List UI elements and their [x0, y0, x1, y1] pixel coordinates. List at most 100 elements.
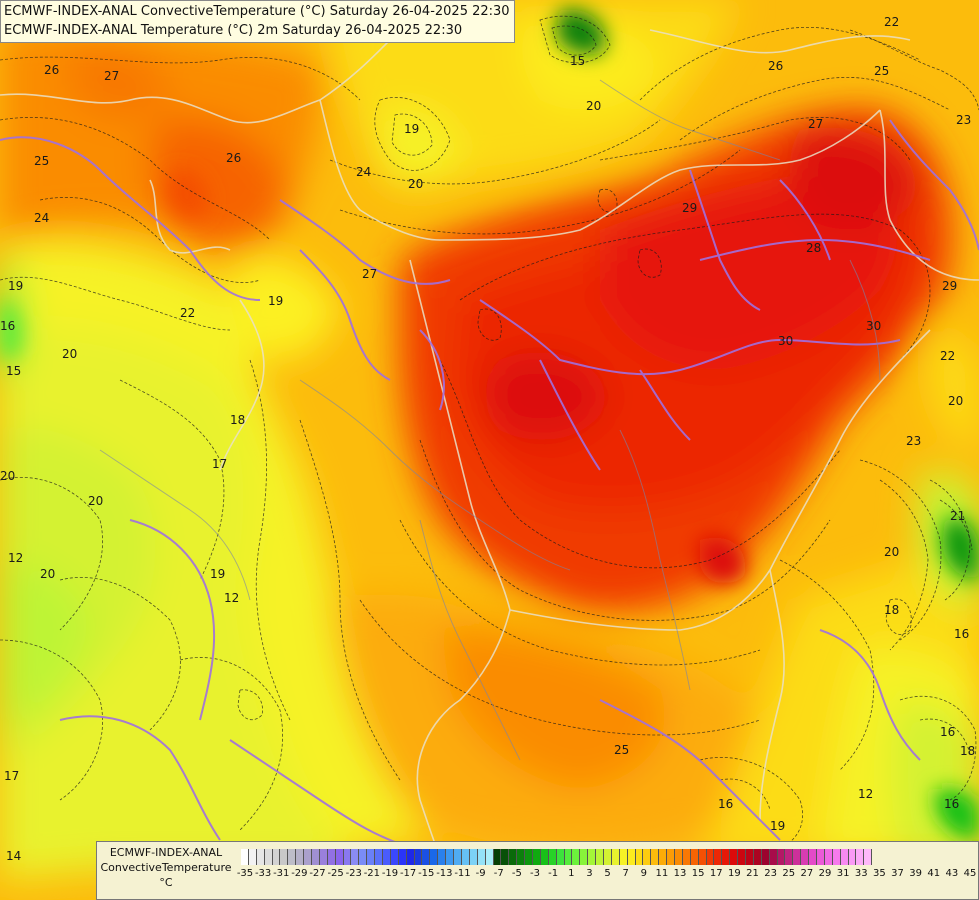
legend-tick-label: -31	[273, 868, 290, 879]
contour-label: 20	[586, 99, 601, 113]
legend-swatch	[659, 849, 668, 865]
legend-swatch	[351, 849, 360, 865]
legend-swatch	[422, 849, 431, 865]
legend-swatch	[753, 849, 762, 865]
contour-label: 17	[212, 457, 227, 471]
map-title: ECMWF-INDEX-ANAL ConvectiveTemperature (…	[0, 0, 515, 43]
legend-swatch	[241, 849, 249, 865]
legend-swatch	[375, 849, 384, 865]
legend-tick-label: 41	[927, 868, 941, 879]
legend-swatch	[848, 849, 857, 865]
color-detail	[0, 9, 979, 840]
contour-label: 16	[954, 627, 969, 641]
legend-swatch	[793, 849, 802, 865]
legend-swatch	[730, 849, 739, 865]
legend-tick-label: -5	[511, 868, 522, 879]
legend-swatch	[674, 849, 683, 865]
contour-label: 20	[884, 545, 899, 559]
legend-tick-label: 17	[709, 868, 723, 879]
legend-tick-label: 35	[873, 868, 886, 879]
legend-swatch	[532, 849, 541, 865]
legend-swatch	[556, 849, 565, 865]
legend-tick-label: -15	[418, 868, 435, 879]
contour-label: 15	[6, 364, 21, 378]
contour-label: 30	[778, 334, 793, 348]
contour-label: 22	[884, 15, 899, 29]
legend-swatch	[714, 849, 723, 865]
contour-label: 18	[960, 744, 975, 758]
legend-swatch	[761, 849, 770, 865]
legend-swatch	[477, 849, 486, 865]
legend-tick-label: -35	[236, 868, 254, 879]
contour-label: 24	[356, 165, 371, 179]
legend-tick-label: 29	[818, 868, 832, 879]
legend-swatch	[493, 849, 502, 865]
legend-tick-label: 45	[963, 868, 977, 879]
contour-label: 17	[4, 769, 19, 783]
contour-label: 29	[942, 279, 957, 293]
legend-swatch	[454, 849, 462, 865]
legend-variable: ConvectiveTemperature	[100, 861, 232, 874]
legend-tick-label: -33	[254, 868, 272, 879]
contour-label: 16	[0, 319, 15, 333]
legend-swatch	[572, 849, 581, 865]
legend-swatch	[627, 849, 636, 865]
contour-label: 16	[944, 797, 959, 811]
legend-swatch	[643, 849, 652, 865]
legend-swatch	[785, 849, 794, 865]
legend-swatch	[769, 849, 778, 865]
contour-label: 25	[34, 154, 49, 168]
legend-swatch	[603, 849, 612, 865]
contour-label: 18	[884, 603, 899, 617]
legend-tick-label: -21	[363, 868, 381, 879]
legend-swatch	[461, 849, 470, 865]
rivers	[99, 79, 881, 761]
contour-label: 26	[768, 59, 783, 73]
title-line-convective: ECMWF-INDEX-ANAL ConvectiveTemperature (…	[4, 4, 510, 19]
legend-swatch	[864, 849, 873, 865]
legend-tick-label: 1	[568, 868, 575, 879]
legend-tick-label: -13	[436, 868, 453, 879]
legend-swatch	[469, 849, 478, 865]
legend-swatch	[596, 849, 604, 865]
legend-tick-label: -3	[530, 868, 540, 879]
contour-label: 19	[404, 122, 419, 136]
legend-swatch	[327, 849, 336, 865]
contour-label: 27	[808, 117, 823, 131]
legend-swatch	[296, 849, 305, 865]
contour-label: 19	[8, 279, 23, 293]
legend-swatch	[706, 849, 715, 865]
contour-label: 26	[226, 151, 241, 165]
legend-swatch	[312, 849, 320, 865]
legend-swatch	[817, 849, 825, 865]
legend-swatch	[280, 849, 289, 865]
title-line-temperature: ECMWF-INDEX-ANAL Temperature (°C) 2m Sat…	[4, 23, 463, 38]
legend-swatch	[840, 849, 849, 865]
legend-tick-label: -27	[309, 868, 326, 879]
legend-swatch	[367, 849, 376, 865]
legend-tick-label: -23	[345, 868, 362, 879]
legend-swatch	[580, 849, 589, 865]
legend-swatch	[856, 849, 865, 865]
legend-swatch	[525, 849, 533, 865]
contour-label: 25	[614, 743, 629, 757]
legend-tick-label: 9	[640, 868, 647, 879]
legend-swatch	[430, 849, 439, 865]
legend-swatch	[698, 849, 707, 865]
legend-tick-label: -1	[548, 868, 559, 879]
contour-label: 19	[268, 294, 283, 308]
legend-swatch	[832, 849, 841, 865]
color-legend: ECMWF-INDEX-ANAL ConvectiveTemperature °…	[96, 841, 979, 900]
legend-tick-label: -17	[399, 868, 417, 879]
legend-tick-label: -11	[454, 868, 471, 879]
legend-swatch	[809, 849, 818, 865]
legend-tick-label: -25	[327, 868, 344, 879]
legend-swatch	[248, 849, 257, 865]
contour-label: 27	[104, 69, 119, 83]
legend-tick-label: -19	[381, 868, 399, 879]
contour-label: 30	[866, 319, 881, 333]
legend-swatch	[564, 849, 573, 865]
legend-tick-label: 15	[691, 868, 705, 879]
